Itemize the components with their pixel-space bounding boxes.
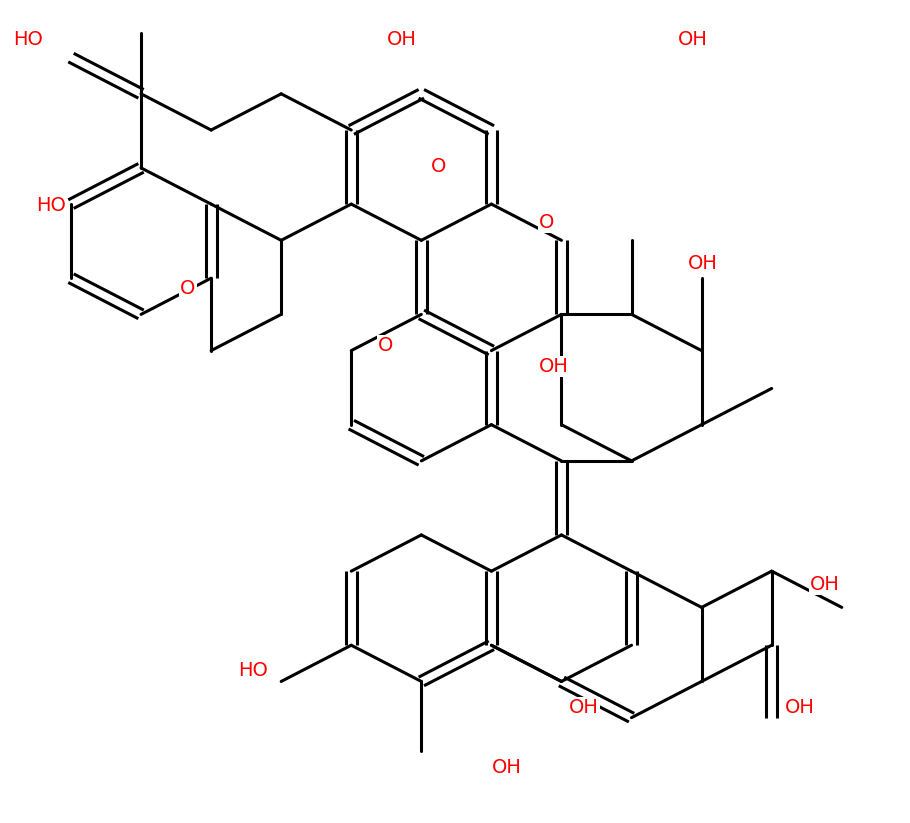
Text: OH: OH — [569, 698, 599, 718]
Text: OH: OH — [387, 30, 417, 49]
Text: OH: OH — [784, 698, 814, 718]
Text: OH: OH — [688, 253, 718, 273]
Text: OH: OH — [810, 574, 840, 594]
Text: O: O — [180, 278, 196, 298]
Text: O: O — [431, 156, 447, 176]
Text: OH: OH — [678, 30, 708, 49]
Text: O: O — [378, 336, 393, 356]
Text: O: O — [539, 212, 554, 232]
Text: OH: OH — [491, 757, 521, 777]
Text: HO: HO — [238, 661, 268, 681]
Text: HO: HO — [13, 30, 43, 49]
Text: HO: HO — [36, 196, 66, 216]
Text: OH: OH — [539, 356, 569, 376]
